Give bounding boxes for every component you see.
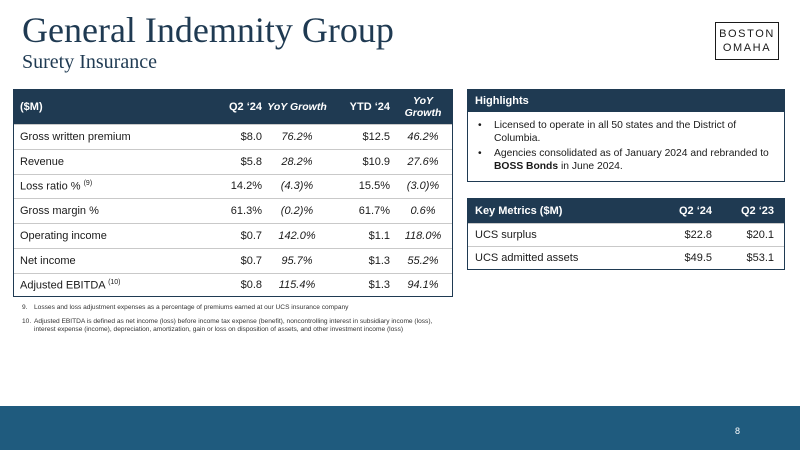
col-header-ytd-yoy: YoY Growth <box>404 95 442 119</box>
metric-q2-24: $22.8 <box>684 229 712 241</box>
metric-label: UCS surplus <box>475 229 537 241</box>
q2-yoy-value: 76.2% <box>281 130 313 143</box>
ytd-value: 61.7% <box>358 205 390 218</box>
highlight-text: Licensed to operate in all 50 states and… <box>494 120 737 144</box>
col-header-ytd: YTD ‘24 <box>349 101 390 113</box>
page-number: 8 <box>734 426 740 436</box>
highlight-text: Agencies consolidated as of January 2024… <box>494 148 769 172</box>
highlights-panel: Highlights • Licensed to operate in all … <box>467 89 785 182</box>
ytd-value: $1.3 <box>368 254 390 267</box>
q2-value: $0.7 <box>240 254 262 267</box>
ytd-yoy-value: 0.6% <box>410 205 436 218</box>
metric-q2-24: $49.5 <box>684 252 712 264</box>
bullet-icon: • <box>478 148 482 159</box>
metrics-col-header-q2-23: Q2 ‘23 <box>740 205 774 217</box>
row-label: Loss ratio % (9) <box>20 180 93 193</box>
ytd-yoy-value: (3.0)% <box>406 180 440 193</box>
q2-yoy-value: (4.3)% <box>280 180 314 193</box>
ytd-value: $12.5 <box>362 130 390 143</box>
metrics-col-header-q2-24: Q2 ‘24 <box>678 205 712 217</box>
q2-yoy-value: 142.0% <box>278 229 316 242</box>
page-title: General Indemnity Group <box>22 10 394 50</box>
footer-bar: 8 <box>0 406 800 450</box>
footnote-ref: (9) <box>83 180 93 188</box>
q2-yoy-value: 28.2% <box>281 155 313 168</box>
ytd-value: $1.1 <box>368 229 390 242</box>
ytd-yoy-value: 27.6% <box>407 155 439 168</box>
q2-value: 61.3% <box>230 205 262 218</box>
table-row: UCS admitted assets $49.5 $53.1 <box>468 246 784 269</box>
highlights-list: • Licensed to operate in all 50 states a… <box>468 112 784 173</box>
metrics-header-row: Key Metrics ($M) Q2 ‘24 Q2 ‘23 <box>468 199 784 223</box>
ytd-yoy-value: 94.1% <box>407 279 439 292</box>
row-label: Gross written premium <box>20 130 131 143</box>
metrics-col-header-label: Key Metrics ($M) <box>475 205 563 217</box>
table-row: Operating income $0.7 142.0% $1.1 118.0% <box>14 223 452 248</box>
row-label: Adjusted EBITDA (10) <box>20 279 121 292</box>
bullet-icon: • <box>478 120 482 131</box>
col-header-q2-yoy: YoY Growth <box>267 101 327 113</box>
row-label: Revenue <box>20 155 65 168</box>
table-row: Gross written premium $8.0 76.2% $12.5 4… <box>14 124 452 149</box>
footnote: 10. Adjusted EBITDA is defined as net in… <box>22 318 442 335</box>
table-row: Adjusted EBITDA (10) $0.8 115.4% $1.3 94… <box>14 272 452 298</box>
q2-value: $5.8 <box>240 155 262 168</box>
footnotes: 9. Losses and loss adjustment expenses a… <box>22 304 442 340</box>
ytd-yoy-value: 118.0% <box>404 229 442 242</box>
table-row: Net income $0.7 95.7% $1.3 55.2% <box>14 247 452 273</box>
ytd-value: 15.5% <box>358 180 390 193</box>
col-header-units: ($M) <box>20 101 43 113</box>
q2-value: $0.8 <box>240 279 262 292</box>
q2-value: 14.2% <box>230 180 262 193</box>
row-label: Gross margin % <box>20 205 99 218</box>
ytd-value: $1.3 <box>368 279 390 292</box>
financial-table: ($M) Q2 ‘24 YoY Growth YTD ‘24 YoY Growt… <box>13 89 453 297</box>
table-row: Gross margin % 61.3% (0.2)% 61.7% 0.6% <box>14 198 452 223</box>
ytd-yoy-value: 46.2% <box>407 130 439 143</box>
table-row: Revenue $5.8 28.2% $10.9 27.6% <box>14 148 452 174</box>
footnote-number: 9. <box>22 304 28 311</box>
q2-yoy-value: 95.7% <box>281 254 313 267</box>
row-label: Operating income <box>20 229 107 242</box>
key-metrics-table: Key Metrics ($M) Q2 ‘24 Q2 ‘23 UCS surpl… <box>467 198 785 270</box>
logo-line-1: BOSTON <box>719 28 775 40</box>
metric-q2-23: $53.1 <box>746 252 774 264</box>
q2-value: $0.7 <box>240 229 262 242</box>
table-row: UCS surplus $22.8 $20.1 <box>468 223 784 246</box>
footnote-number: 10. <box>22 317 32 325</box>
footnote: 9. Losses and loss adjustment expenses a… <box>22 304 442 313</box>
page-subtitle: Surety Insurance <box>22 51 157 73</box>
metric-q2-23: $20.1 <box>746 229 774 241</box>
logo-line-2: OMAHA <box>722 42 772 54</box>
ytd-yoy-value: 55.2% <box>407 254 439 267</box>
q2-yoy-value: (0.2)% <box>280 205 314 218</box>
boston-omaha-logo: BOSTON OMAHA <box>715 22 779 60</box>
footnote-text: Losses and loss adjustment expenses as a… <box>34 304 349 311</box>
col-header-q2: Q2 ‘24 <box>228 101 262 113</box>
footnote-text: Adjusted EBITDA is defined as net income… <box>34 317 433 334</box>
list-item: • Licensed to operate in all 50 states a… <box>478 119 774 145</box>
highlights-heading: Highlights <box>468 90 784 112</box>
q2-yoy-value: 115.4% <box>278 279 316 292</box>
row-label: Net income <box>20 254 76 267</box>
metric-label: UCS admitted assets <box>475 252 579 264</box>
footnote-ref: (10) <box>108 279 121 287</box>
table-row: Loss ratio % (9) 14.2% (4.3)% 15.5% (3.0… <box>14 173 452 199</box>
q2-value: $8.0 <box>240 130 262 143</box>
list-item: • Agencies consolidated as of January 20… <box>478 147 774 173</box>
ytd-value: $10.9 <box>362 155 390 168</box>
table-header-row: ($M) Q2 ‘24 YoY Growth YTD ‘24 YoY Growt… <box>14 90 452 124</box>
